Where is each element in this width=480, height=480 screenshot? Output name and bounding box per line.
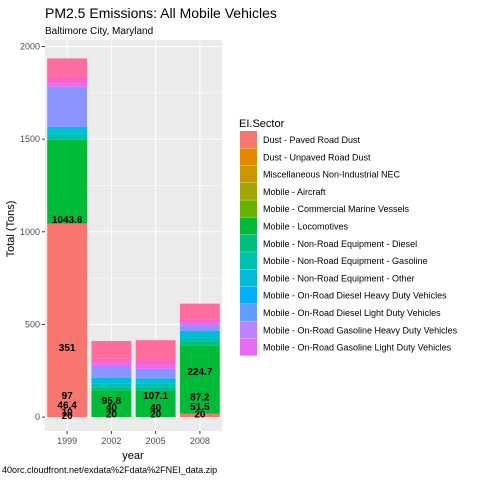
- x-tick-label: 2002: [101, 436, 121, 446]
- legend-label: Mobile - Commercial Marine Vessels: [263, 204, 410, 214]
- legend-key: [240, 131, 257, 148]
- x-tick-label: 2008: [190, 436, 210, 446]
- legend-key: [240, 217, 257, 235]
- bar-segment-1999: [47, 76, 88, 83]
- bar-segment-2008: [179, 413, 220, 418]
- legend-label: Dust - Paved Road Dust: [263, 135, 361, 145]
- data-label: 20: [150, 409, 162, 420]
- bar-segment-2008: [179, 322, 220, 326]
- bar-segment-1999: [47, 133, 88, 140]
- chart-subtitle: Baltimore City, Maryland: [45, 26, 153, 37]
- bar-segment-1999: [47, 139, 88, 224]
- bar-segment-2002: [91, 362, 132, 367]
- data-label: 224.7: [187, 367, 212, 378]
- bar-segment-2008: [179, 319, 220, 323]
- bar-segment-2002: [91, 366, 132, 378]
- bar-segment-2005: [135, 388, 176, 391]
- bar-segment-2002: [91, 340, 132, 359]
- bar-segment-2005: [135, 390, 176, 418]
- legend-label: Mobile - Non-Road Equipment - Gasoline: [263, 256, 428, 266]
- caption: 40orc.cloudfront.net/exdata%2Fdata%2FNEI…: [2, 465, 217, 475]
- legend-key: [240, 148, 257, 166]
- bar-segment-2008: [179, 303, 220, 320]
- chart-title: PM2.5 Emissions: All Mobile Vehicles: [45, 5, 277, 21]
- bar-segment-2002: [91, 377, 132, 384]
- legend-label: Mobile - On-Road Gasoline Light Duty Veh…: [263, 343, 452, 353]
- x-axis-label: year: [122, 450, 144, 462]
- y-tick-label: 1500: [20, 134, 40, 144]
- bar-segment-2005: [135, 368, 176, 379]
- legend-key: [240, 286, 257, 304]
- y-tick-label: 500: [25, 319, 40, 329]
- bar-segment-2008: [179, 345, 220, 414]
- data-label: 107.1: [143, 391, 168, 402]
- bar-segment-1999: [47, 223, 88, 418]
- legend-key: [240, 304, 257, 321]
- legend: EI.Sector Dust - Paved Road Dust Dust - Un…: [239, 118, 458, 356]
- y-tick-label: 1000: [20, 227, 40, 237]
- bar-segment-2008: [179, 337, 220, 342]
- data-label: 51.5: [190, 402, 210, 413]
- legend-key: [240, 252, 257, 270]
- legend-label: Mobile - On-Road Gasoline Heavy Duty Veh…: [263, 325, 458, 335]
- data-label: 351: [59, 343, 76, 354]
- bar-segment-2002: [91, 358, 132, 363]
- data-label: 97: [62, 391, 74, 402]
- legend-key: [240, 321, 257, 339]
- legend-label: Mobile - Aircraft: [263, 187, 326, 197]
- legend-key: [240, 200, 257, 218]
- bar-segment-2005: [135, 360, 176, 365]
- legend-key: [240, 182, 257, 200]
- legend-label: Miscellaneous Non-Industrial NEC: [263, 170, 401, 180]
- data-label: 1043.6: [52, 215, 83, 226]
- data-label: 87.2: [190, 393, 210, 404]
- data-label: 46.4: [57, 401, 77, 412]
- bar-segment-2005: [135, 340, 176, 361]
- bar-segment-2005: [135, 383, 176, 389]
- y-tick-label: 2000: [20, 41, 40, 51]
- data-label: 20: [62, 411, 74, 422]
- x-tick-label: 2005: [146, 436, 166, 446]
- legend-label: Mobile - Locomotives: [263, 222, 349, 232]
- data-label: 40: [150, 403, 162, 414]
- bar-segment-2002: [91, 387, 132, 391]
- legend-key: [240, 269, 257, 287]
- legend-key: [240, 338, 257, 356]
- bar-segment-2002: [91, 390, 132, 418]
- x-tick-label: 1999: [57, 436, 77, 446]
- bar-segment-2005: [135, 364, 176, 369]
- bar-segment-2008: [179, 341, 220, 346]
- bar-segment-2008: [179, 330, 220, 338]
- legend-key: [240, 165, 257, 183]
- legend-label: Mobile - On-Road Diesel Heavy Duty Vehic…: [263, 291, 447, 301]
- y-axis-label: Total (Tons): [5, 201, 17, 258]
- data-label: 20: [194, 409, 206, 420]
- legend-label: Mobile - On-Road Diesel Light Duty Vehic…: [263, 308, 441, 318]
- legend-label: Dust - Unpaved Road Dust: [263, 152, 371, 162]
- bar-segment-1999: [47, 126, 88, 134]
- data-label: 40: [106, 403, 118, 414]
- bar-segment-2002: [91, 383, 132, 388]
- y-tick-label: 0: [35, 412, 40, 422]
- data-label: 20: [106, 409, 118, 420]
- legend-label: Mobile - Non-Road Equipment - Diesel: [263, 239, 417, 249]
- bar-segment-1999: [47, 58, 88, 77]
- legend-label: Mobile - Non-Road Equipment - Other: [263, 273, 415, 283]
- data-label: 95.8: [102, 396, 122, 407]
- bar-segment-2005: [135, 378, 176, 384]
- bar-segment-1999: [47, 86, 88, 127]
- legend-key: [240, 234, 257, 252]
- bar-segment-1999: [47, 82, 88, 87]
- bar-segment-2008: [179, 325, 220, 331]
- legend-title: EI.Sector: [239, 118, 285, 130]
- data-label: 10: [62, 408, 74, 419]
